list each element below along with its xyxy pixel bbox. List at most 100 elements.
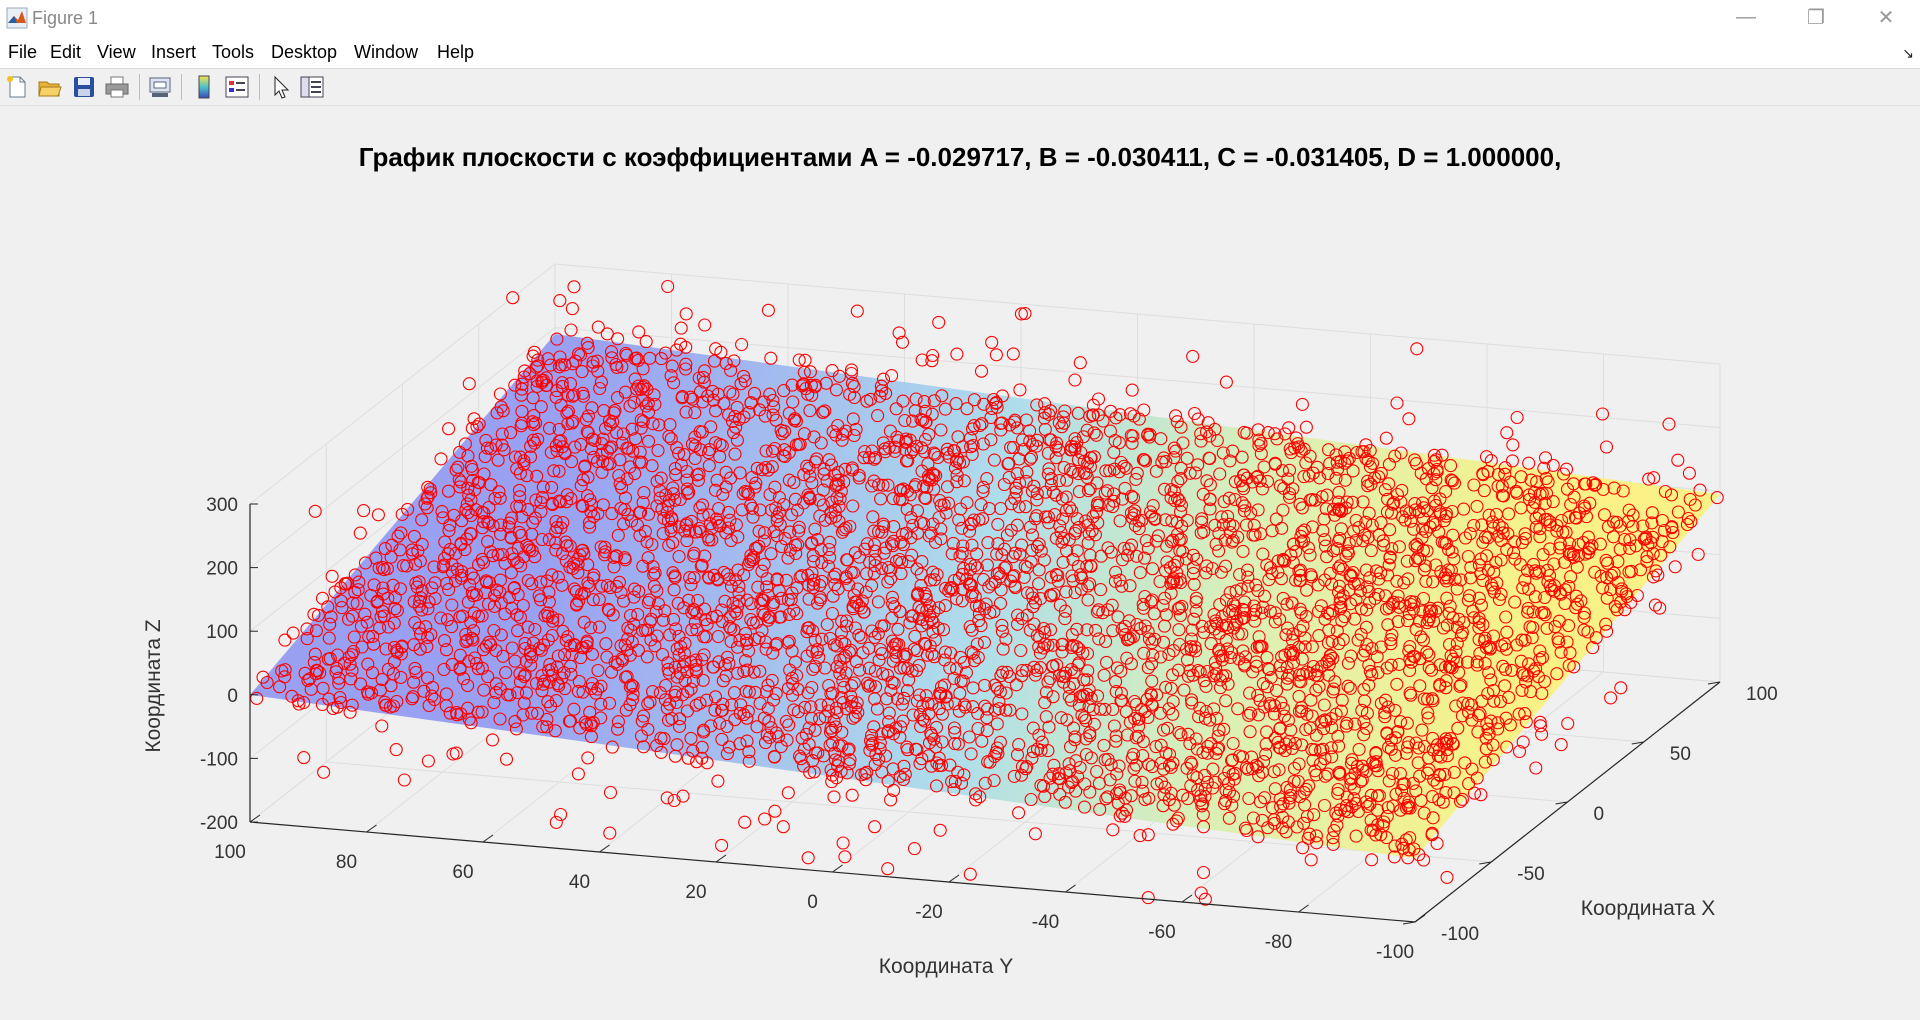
scatter-point	[464, 567, 478, 581]
close-button[interactable]: ✕	[1877, 6, 1895, 29]
scatter-point	[1032, 577, 1046, 591]
scatter-point	[603, 457, 617, 471]
scatter-point	[1025, 484, 1039, 498]
scatter-point	[896, 394, 910, 408]
scatter-point	[770, 572, 784, 586]
scatter-point	[1103, 464, 1117, 478]
menu-tools[interactable]: Tools	[212, 42, 255, 62]
dock-figure-icon[interactable]: ↘	[1902, 45, 1914, 61]
scatter-point	[877, 619, 891, 633]
scatter-point	[437, 558, 451, 572]
property-inspector-icon[interactable]	[299, 74, 325, 100]
scatter-point	[679, 340, 693, 354]
scatter-point	[1417, 563, 1431, 577]
scatter-point	[1080, 673, 1094, 687]
scatter-point	[576, 389, 591, 403]
insert-colorbar-icon[interactable]	[191, 74, 217, 100]
scatter-point	[623, 399, 637, 413]
print-icon[interactable]	[104, 74, 130, 100]
scatter-point	[678, 636, 692, 650]
scatter-point	[1107, 445, 1121, 459]
scatter-point	[1412, 741, 1426, 755]
scatter-point	[715, 603, 729, 617]
scatter-point	[1024, 792, 1038, 807]
scatter-point	[465, 421, 479, 435]
y-tick	[366, 824, 377, 833]
scatter-point	[1042, 462, 1056, 476]
scatter-point	[1164, 586, 1178, 600]
link-plot-icon[interactable]	[147, 74, 173, 100]
scatter-point	[1043, 588, 1057, 602]
scatter-point	[769, 726, 783, 740]
scatter-point	[988, 678, 1002, 692]
scatter-point	[1123, 631, 1137, 645]
scatter-point	[621, 621, 635, 635]
edit-plot-icon[interactable]	[267, 74, 293, 100]
scatter-point	[1295, 704, 1309, 718]
scatter-point	[1164, 491, 1178, 505]
scatter-point	[574, 651, 588, 665]
scatter-point	[803, 365, 817, 379]
scatter-point	[975, 417, 989, 431]
scatter-point	[781, 786, 795, 800]
scatter-point	[453, 480, 467, 494]
insert-legend-icon[interactable]	[224, 74, 250, 100]
scatter-point	[870, 702, 884, 716]
scatter-point	[907, 842, 922, 856]
scatter-point	[1106, 823, 1120, 837]
scatter-point	[1292, 689, 1306, 703]
scatter-point	[1071, 770, 1085, 784]
scatter-point	[388, 602, 402, 616]
menu-file[interactable]: File	[8, 42, 38, 62]
menu-help[interactable]: Help	[437, 42, 475, 62]
scatter-point	[1041, 675, 1055, 689]
scatter-point	[1010, 748, 1025, 762]
scatter-point	[603, 418, 617, 432]
scatter-point	[1331, 585, 1346, 599]
scatter-point	[1596, 581, 1610, 595]
scatter-point	[1318, 539, 1333, 553]
toolbar-separator	[181, 74, 182, 100]
scatter-point	[1531, 670, 1546, 684]
scatter-point	[876, 667, 890, 681]
scatter-point	[1550, 667, 1564, 681]
scatter-point	[600, 327, 614, 341]
scatter-point	[1138, 589, 1152, 604]
scatter-point	[797, 427, 811, 441]
scatter-point	[1112, 465, 1126, 479]
scatter-point	[1334, 522, 1348, 536]
scatter-point	[955, 594, 969, 608]
scatter-point	[1185, 623, 1199, 637]
scatter-point	[1030, 742, 1045, 756]
menu-window[interactable]: Window	[354, 42, 419, 62]
menu-desktop[interactable]: Desktop	[271, 42, 338, 62]
scatter-point	[723, 610, 737, 624]
scatter-point	[1086, 398, 1100, 412]
scatter-point	[1671, 453, 1685, 467]
restore-button[interactable]: ❐	[1807, 6, 1825, 29]
new-figure-icon[interactable]	[4, 74, 30, 100]
scatter-point	[922, 427, 936, 441]
scatter-point	[801, 686, 815, 700]
open-file-icon[interactable]	[37, 74, 63, 100]
scatter-point	[595, 437, 609, 451]
menu-view[interactable]: View	[97, 42, 136, 62]
scatter-point	[1252, 433, 1266, 447]
scatter-point	[1374, 566, 1388, 580]
save-icon[interactable]	[71, 74, 97, 100]
scatter-point	[1354, 774, 1368, 789]
y-tick-label: 80	[336, 852, 357, 873]
menu-edit[interactable]: Edit	[50, 42, 82, 62]
scatter-point	[1033, 630, 1047, 645]
scatter-point	[717, 396, 731, 411]
menu-insert[interactable]: Insert	[151, 42, 197, 62]
minimize-button[interactable]: —	[1736, 5, 1756, 28]
scatter-point	[934, 686, 948, 701]
scatter-point	[1283, 783, 1297, 797]
scatter-point	[885, 369, 899, 383]
scatter-point	[881, 862, 895, 876]
scatter-point	[459, 635, 473, 649]
scatter-point	[1320, 488, 1334, 502]
